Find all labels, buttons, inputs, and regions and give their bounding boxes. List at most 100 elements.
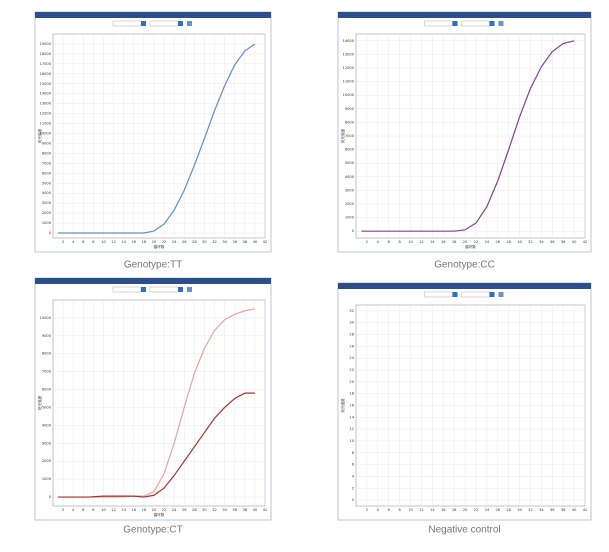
y-tick-label: 14 xyxy=(349,415,354,419)
x-tick-label: 34 xyxy=(539,508,544,512)
y-tick-label: 19000 xyxy=(40,42,52,46)
x-tick-label: 36 xyxy=(550,508,555,512)
y-tick-label: 9000 xyxy=(345,107,355,111)
x-tick-label: 18 xyxy=(142,240,147,244)
y-tick-label: 6000 xyxy=(42,388,52,392)
y-tick-label: 12000 xyxy=(343,66,355,70)
x-tick-label: 18 xyxy=(452,240,457,244)
x-tick-label: 4 xyxy=(377,508,380,512)
x-tick-label: 20 xyxy=(152,508,157,512)
y-tick-label: 8000 xyxy=(345,120,355,124)
x-tick-label: 38 xyxy=(243,240,248,244)
y-axis-label: 荧光强度 xyxy=(37,128,42,143)
y-tick-label: 1000 xyxy=(345,216,355,220)
x-tick-label: 2 xyxy=(62,508,64,512)
y-tick-label: 18000 xyxy=(40,52,52,56)
toolbar-btn xyxy=(141,287,146,292)
y-tick-label: 0 xyxy=(352,229,355,233)
x-tick-label: 14 xyxy=(121,240,126,244)
y-tick-label: 14000 xyxy=(40,92,52,96)
x-tick-label: 28 xyxy=(192,240,197,244)
x-tick-label: 32 xyxy=(528,240,533,244)
y-axis-label: 荧光强度 xyxy=(340,398,345,413)
y-tick-label: 3000 xyxy=(345,188,355,192)
y-axis-label: 荧光强度 xyxy=(340,128,345,143)
x-tick-label: 34 xyxy=(539,240,544,244)
series-line xyxy=(58,392,255,498)
y-tick-label: 18 xyxy=(349,392,354,396)
toolbar-select xyxy=(461,20,490,27)
toolbar-select xyxy=(112,286,142,293)
x-tick-label: 30 xyxy=(202,240,207,244)
x-tick-label: 30 xyxy=(517,508,522,512)
caption: Genotype:TT xyxy=(124,260,182,271)
x-tick-label: 38 xyxy=(243,508,248,512)
toolbar-select xyxy=(149,286,179,293)
y-tick-label: 24 xyxy=(349,356,354,360)
y-tick-label: 2000 xyxy=(42,211,52,215)
x-tick-label: 14 xyxy=(430,508,435,512)
x-tick-label: 2 xyxy=(62,240,64,244)
x-tick-label: 16 xyxy=(441,240,446,244)
series-line xyxy=(361,40,575,232)
y-tick-label: 10000 xyxy=(40,316,52,320)
y-tick-label: 12 xyxy=(349,427,354,431)
x-tick-label: 12 xyxy=(111,240,116,244)
series-line xyxy=(58,43,256,234)
x-tick-label: 8 xyxy=(92,508,95,512)
x-tick-label: 8 xyxy=(398,240,401,244)
y-tick-label: 32 xyxy=(349,309,354,313)
x-tick-label: 40 xyxy=(253,240,258,244)
y-tick-label: 5000 xyxy=(345,161,355,165)
y-tick-label: 6000 xyxy=(42,171,52,175)
y-tick-label: 17000 xyxy=(40,62,52,66)
x-tick-label: 26 xyxy=(495,240,500,244)
y-tick-label: 8 xyxy=(352,451,355,455)
window-header xyxy=(338,12,591,18)
toolbar-btn xyxy=(187,287,192,292)
x-tick-label: 20 xyxy=(463,508,468,512)
window-header xyxy=(35,278,271,284)
y-tick-label: 0 xyxy=(352,498,355,502)
x-tick-label: 36 xyxy=(232,240,237,244)
y-tick-label: 4 xyxy=(352,474,355,478)
y-tick-label: 4000 xyxy=(42,423,52,427)
y-tick-label: 10000 xyxy=(40,132,52,136)
x-tick-label: 10 xyxy=(408,508,413,512)
y-tick-label: 2000 xyxy=(42,459,52,463)
x-tick-label: 22 xyxy=(162,508,167,512)
x-tick-label: 42 xyxy=(583,240,588,244)
x-tick-label: 6 xyxy=(388,240,391,244)
x-tick-label: 24 xyxy=(485,240,490,244)
x-tick-label: 4 xyxy=(72,240,75,244)
y-tick-label: 22 xyxy=(349,368,354,372)
x-tick-label: 12 xyxy=(419,240,424,244)
x-tick-label: 40 xyxy=(253,508,258,512)
y-tick-label: 1000 xyxy=(42,221,52,225)
x-tick-label: 18 xyxy=(142,508,147,512)
x-tick-label: 20 xyxy=(152,240,157,244)
x-tick-label: 10 xyxy=(101,508,106,512)
y-tick-label: 7000 xyxy=(42,370,52,374)
x-axis-label: 循环数 xyxy=(154,244,165,249)
x-tick-label: 32 xyxy=(528,508,533,512)
caption: Negative control xyxy=(428,525,500,536)
y-tick-label: 12000 xyxy=(40,112,52,116)
toolbar-btn xyxy=(452,21,458,26)
x-tick-label: 2 xyxy=(366,240,368,244)
y-tick-label: 20 xyxy=(349,380,354,384)
x-tick-label: 8 xyxy=(398,508,401,512)
toolbar-select xyxy=(461,291,490,298)
y-tick-label: 6 xyxy=(352,463,355,467)
x-axis-label: 循环数 xyxy=(465,244,476,249)
series-line xyxy=(58,308,256,498)
y-tick-label: 7000 xyxy=(42,161,52,165)
y-tick-label: 8000 xyxy=(42,352,52,356)
y-tick-label: 13000 xyxy=(343,52,355,56)
x-tick-label: 42 xyxy=(263,508,268,512)
x-tick-label: 4 xyxy=(72,508,75,512)
caption: Genotype:CT xyxy=(123,525,182,536)
x-axis-label: 循环数 xyxy=(154,512,165,517)
toolbar-select xyxy=(424,291,453,298)
x-tick-label: 24 xyxy=(172,240,177,244)
